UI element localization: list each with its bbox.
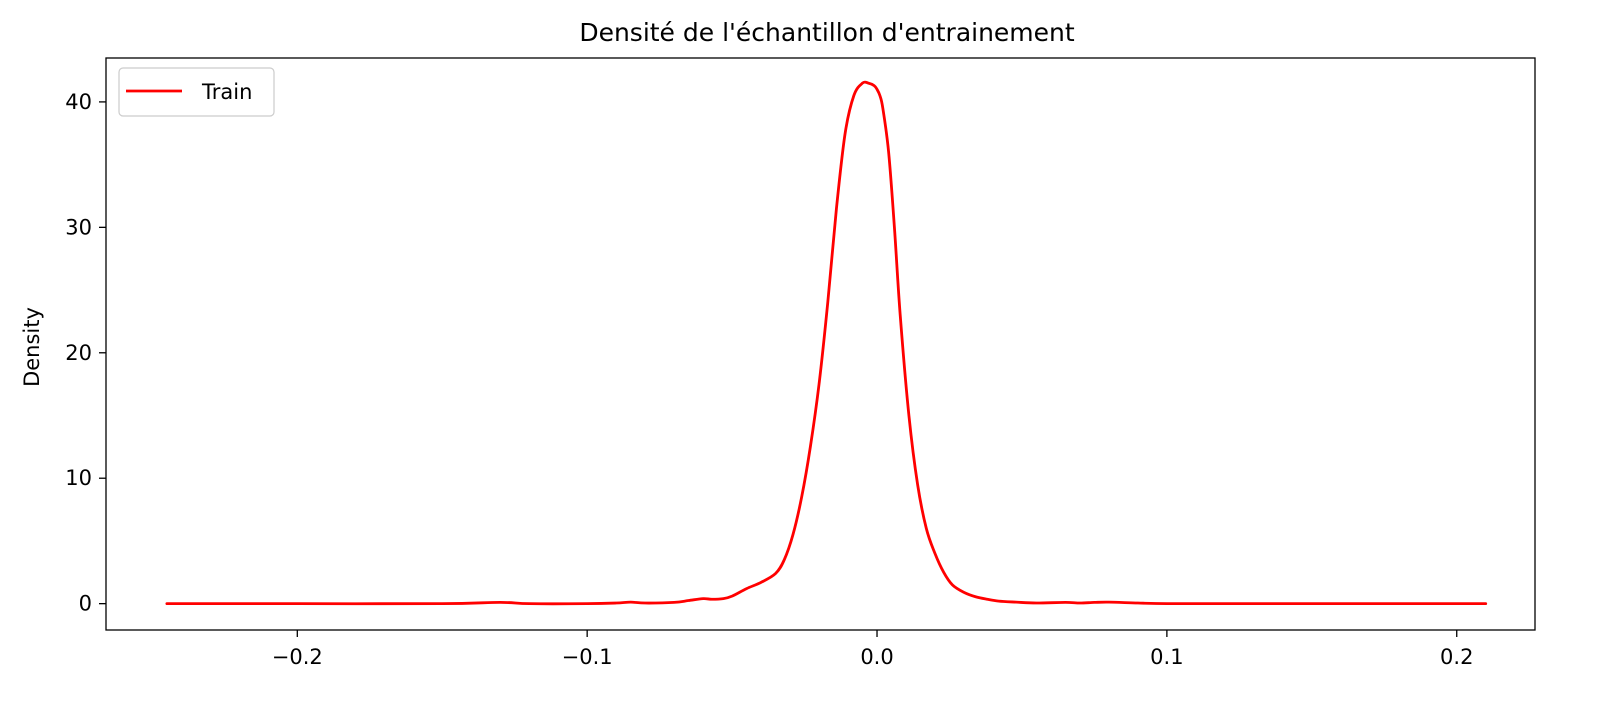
legend: Train: [118, 67, 275, 117]
x-axis: −0.2 −0.1 0.0 0.1 0.2: [272, 630, 1473, 669]
y-tick-label: 20: [65, 341, 92, 365]
x-tick-label: −0.2: [272, 645, 323, 669]
y-tick-label: 30: [65, 215, 92, 239]
legend-box: [118, 67, 275, 117]
series-line-train: [165, 80, 1488, 606]
x-tick-label: 0.1: [1150, 645, 1183, 669]
chart-title: Densité de l'échantillon d'entrainement: [579, 18, 1075, 47]
plot-area: [165, 80, 1488, 606]
axes-frame: [105, 57, 1536, 631]
y-axis: 0 10 20 30 40: [65, 90, 106, 616]
x-tick-label: 0.2: [1440, 645, 1473, 669]
y-tick-label: 40: [65, 90, 92, 114]
y-tick-label: 10: [65, 466, 92, 490]
x-tick-label: −0.1: [562, 645, 613, 669]
y-tick-label: 0: [79, 592, 92, 616]
legend-label-train: Train: [201, 80, 252, 104]
x-tick-label: 0.0: [860, 645, 893, 669]
y-axis-title: Density: [20, 307, 44, 387]
